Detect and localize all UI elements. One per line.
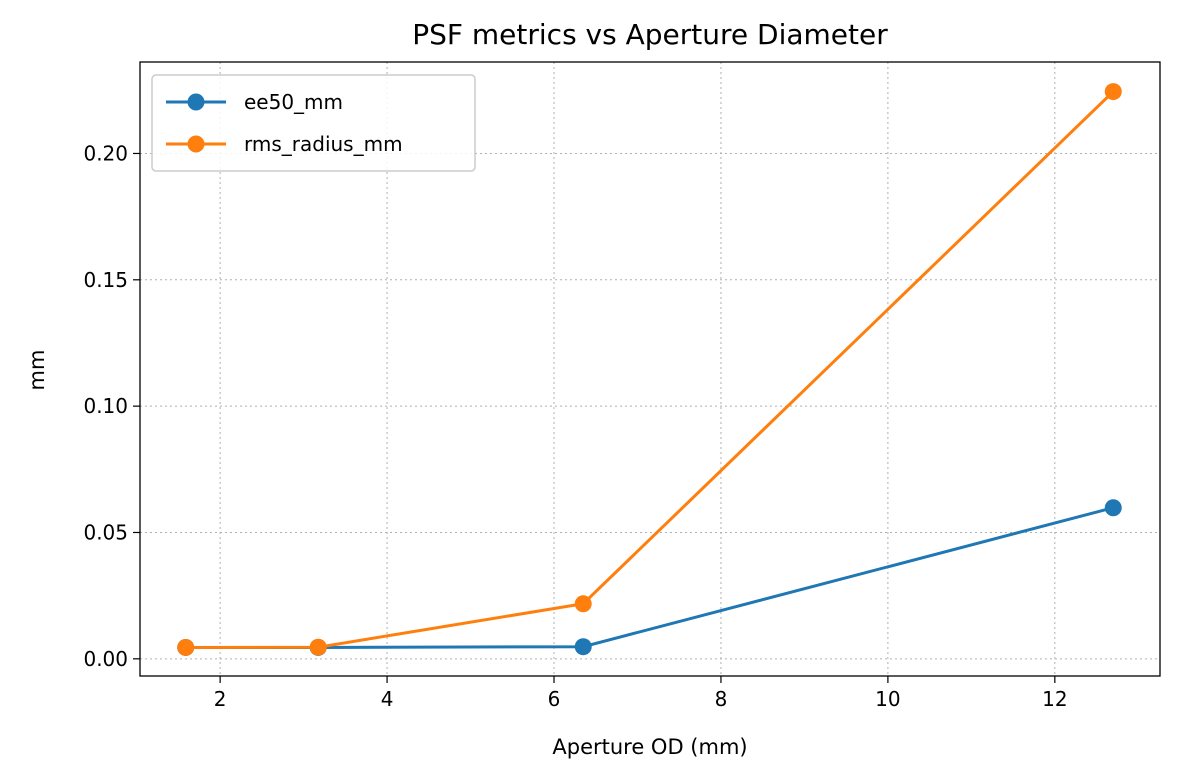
- y-tick-label: 0.05: [83, 520, 128, 544]
- data-point-ee50-mm: [1104, 499, 1122, 517]
- y-axis-label: mm: [25, 350, 49, 391]
- chart-title: PSF metrics vs Aperture Diameter: [412, 18, 888, 51]
- x-tick-label: 10: [875, 687, 900, 711]
- x-axis-label: Aperture OD (mm): [552, 735, 747, 759]
- data-point-ee50-mm: [574, 638, 592, 656]
- x-tick-label: 8: [715, 687, 728, 711]
- data-point-rms-radius-mm: [309, 638, 327, 656]
- legend-marker-ee50-mm: [187, 93, 205, 111]
- series-line-ee50-mm: [185, 506, 1114, 649]
- y-tick-label: 0.20: [83, 141, 128, 165]
- data-point-rms-radius-mm: [1104, 83, 1122, 101]
- y-tick-label: 0.15: [83, 268, 128, 292]
- legend: ee50_mm rms_radius_mm: [151, 74, 476, 172]
- data-point-rms-radius-mm: [574, 595, 592, 613]
- x-tick-label: 12: [1042, 687, 1067, 711]
- x-tick-label: 6: [548, 687, 561, 711]
- axes: 2 4 6 8 10 12 0.00 0.05 0.10 0.15 0.20: [83, 61, 1161, 711]
- y-tick-label: 0.00: [83, 647, 128, 671]
- y-tick-label: 0.10: [83, 394, 128, 418]
- legend-marker-rms-radius-mm: [187, 135, 205, 153]
- legend-box: [151, 74, 476, 172]
- data-point-rms-radius-mm: [177, 638, 195, 656]
- data-series: [177, 83, 1122, 656]
- legend-label-ee50-mm: ee50_mm: [244, 90, 343, 114]
- x-tick-label: 2: [214, 687, 227, 711]
- legend-label-rms-radius-mm: rms_radius_mm: [244, 132, 403, 156]
- plot-frame: [139, 61, 1161, 677]
- series-line-rms-radius-mm: [185, 90, 1115, 649]
- x-tick-label: 4: [381, 687, 394, 711]
